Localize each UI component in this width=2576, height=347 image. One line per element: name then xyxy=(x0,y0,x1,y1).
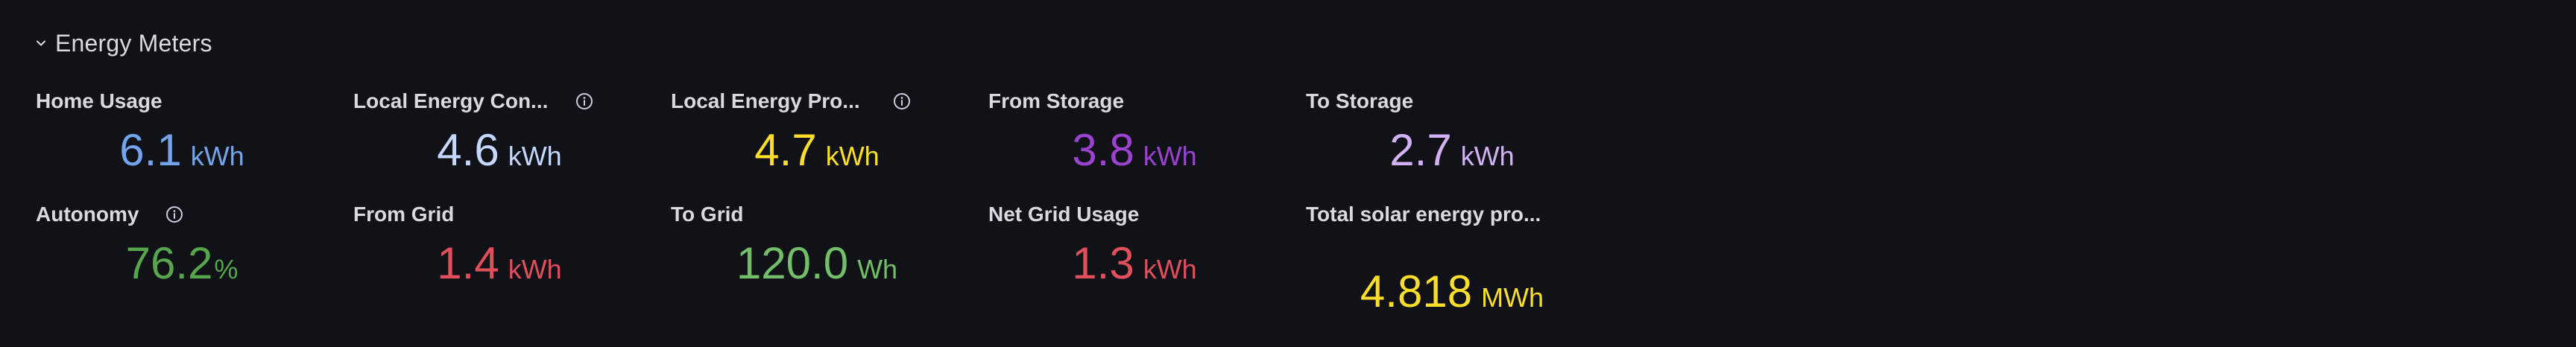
panel-title[interactable]: Home Usage xyxy=(36,89,162,112)
panel-total-solar-energy: Total solar energy pro... 4.818 MWh xyxy=(1303,201,1601,328)
panel-from-grid: From Grid 1.4 kWh xyxy=(350,201,648,313)
stat-value: 2.7 kWh xyxy=(1303,128,1601,173)
panel-title[interactable]: Total solar energy pro... xyxy=(1306,203,1541,226)
panel-home-usage: Home Usage 6.1 kWh xyxy=(33,88,331,200)
panel-title[interactable]: To Grid xyxy=(671,203,744,226)
info-circle-icon[interactable] xyxy=(165,206,183,223)
row-title: Energy Meters xyxy=(55,29,212,57)
stat-unit: kWh xyxy=(508,254,562,284)
stat-number: 6.1 xyxy=(119,125,182,175)
panel-title[interactable]: Local Energy Con... xyxy=(353,89,549,112)
info-circle-icon[interactable] xyxy=(893,92,911,110)
panel-title[interactable]: Autonomy xyxy=(36,203,139,226)
stat-number: 1.3 xyxy=(1072,238,1134,288)
stat-value: 4.818 MWh xyxy=(1303,270,1601,314)
stat-value: 76.2 % xyxy=(33,241,331,286)
panel-to-storage: To Storage 2.7 kWh xyxy=(1303,88,1601,200)
stat-number: 4.7 xyxy=(754,125,817,175)
row-header-energy-meters[interactable]: Energy Meters xyxy=(33,27,212,60)
stat-unit: kWh xyxy=(1143,141,1197,171)
stat-unit: % xyxy=(214,254,239,284)
stat-unit: kWh xyxy=(508,141,562,171)
stat-value: 1.4 kWh xyxy=(350,241,648,286)
panel-title[interactable]: From Grid xyxy=(353,203,455,226)
panel-local-energy-consumption: Local Energy Con... 4.6 kWh xyxy=(350,88,648,200)
stat-number: 3.8 xyxy=(1072,125,1134,175)
panel-title[interactable]: To Storage xyxy=(1306,89,1414,112)
stat-unit: kWh xyxy=(190,141,244,171)
stat-value: 120.0 Wh xyxy=(668,241,966,286)
stat-unit: kWh xyxy=(825,141,880,171)
chevron-down-icon[interactable] xyxy=(33,35,49,51)
stat-value: 1.3 kWh xyxy=(985,241,1284,286)
stat-number: 76.2 xyxy=(125,238,213,288)
panel-net-grid-usage: Net Grid Usage 1.3 kWh xyxy=(985,201,1284,313)
stat-value: 3.8 kWh xyxy=(985,128,1284,173)
stat-value: 4.6 kWh xyxy=(350,128,648,173)
stat-number: 4.6 xyxy=(437,125,499,175)
panel-to-grid: To Grid 120.0 Wh xyxy=(668,201,966,313)
stat-unit: Wh xyxy=(857,254,898,284)
stat-number: 2.7 xyxy=(1389,125,1452,175)
panel-title[interactable]: From Storage xyxy=(988,89,1125,112)
stat-unit: kWh xyxy=(1143,254,1197,284)
info-circle-icon[interactable] xyxy=(575,92,593,110)
stat-value: 6.1 kWh xyxy=(33,128,331,173)
stat-unit: MWh xyxy=(1481,282,1544,313)
panel-local-energy-production: Local Energy Pro... 4.7 kWh xyxy=(668,88,966,200)
stat-unit: kWh xyxy=(1460,141,1515,171)
stat-number: 4.818 xyxy=(1360,267,1473,316)
stat-number: 120.0 xyxy=(736,238,849,288)
panel-title[interactable]: Net Grid Usage xyxy=(988,203,1140,226)
panel-autonomy: Autonomy 76.2 % xyxy=(33,201,331,313)
stat-value: 4.7 kWh xyxy=(668,128,966,173)
stat-number: 1.4 xyxy=(437,238,499,288)
panel-from-storage: From Storage 3.8 kWh xyxy=(985,88,1284,200)
panel-title[interactable]: Local Energy Pro... xyxy=(671,89,860,112)
